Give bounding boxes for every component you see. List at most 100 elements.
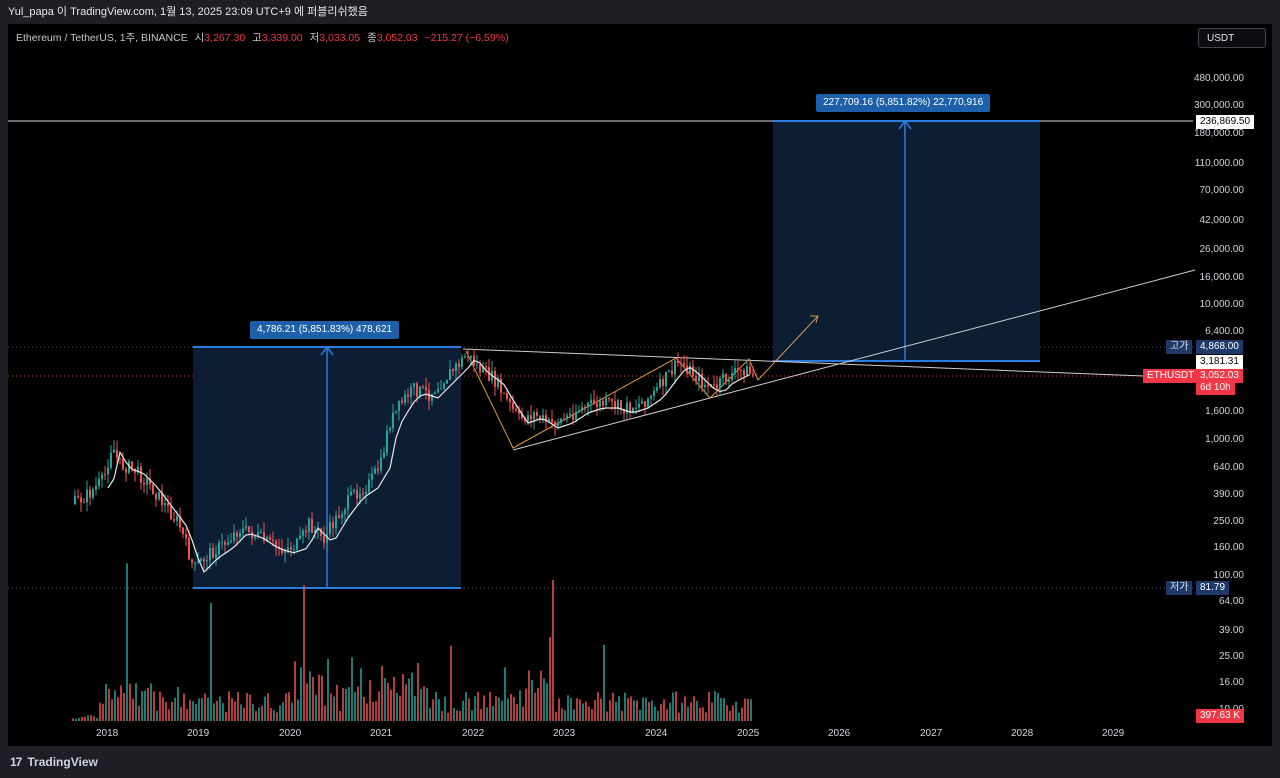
candle-body [608,398,610,400]
volume-bar [483,695,485,721]
moving-average-line [107,359,751,574]
candle-body [677,360,679,363]
volume-bar [423,686,425,721]
right-measure-label[interactable]: 227,709.16 (5,851.82%) 22,770,916 [816,94,991,112]
volume-bar [198,698,200,721]
candle-body [458,363,460,367]
candle-body [554,421,556,426]
publish-caption-bar: Yul_papa 이 TradingView.com, 1월 13, 2025 … [0,0,1280,24]
candle-body [173,519,175,521]
volume-bar [723,698,725,721]
price-axis-tick: 480,000.00 [1193,73,1244,84]
volume-bar [261,705,263,721]
volume-bar [462,700,464,721]
volume-bar [555,711,557,721]
candle-body [290,547,292,550]
candle-body [137,466,139,473]
volume-bar [651,700,653,721]
candle-body [128,461,130,473]
volume-bar [96,718,98,721]
candle-body [434,392,436,394]
candle-body [350,491,352,496]
candle-body [482,366,484,373]
volume-bar [318,674,320,721]
candle-body [422,386,424,388]
tradingview-brand[interactable]: 17 TradingView [10,755,98,769]
volume-bar [210,602,212,721]
volume-bar [399,695,401,721]
candle-body [542,415,544,420]
candle-body [284,550,286,553]
change-value: −215.27 (−6.59%) [424,32,509,44]
candle-body [77,496,79,498]
candle-body [443,383,445,389]
candle-body [110,452,112,468]
left-measure-arrowhead [320,345,334,356]
volume-bar [642,697,644,721]
candle-body [596,403,598,407]
volume-bar [249,694,251,721]
volume-bar [474,696,476,721]
volume-bar [132,698,134,721]
volume-bar [105,684,107,721]
price-chart-svg[interactable] [8,24,1272,746]
volume-bar [657,710,659,721]
candle-body [239,533,241,537]
chart-frame[interactable]: Ethereum / TetherUS, 1주, BINANCE 시3,267.… [8,24,1272,746]
candle-body [176,516,178,521]
candle-body [320,528,322,536]
candle-body [464,356,466,358]
candle-body [92,489,94,498]
volume-bar [240,704,242,721]
volume-bar [705,712,707,721]
volume-bar [351,657,353,721]
candle-body [314,529,316,534]
price-axis-tick: 640.00 [1213,462,1244,473]
candle-body [509,398,511,403]
time-axis-tick: 2024 [645,728,668,739]
volume-bar [93,716,95,721]
volume-bar [90,715,92,721]
volume-bar [237,691,239,721]
volume-bar [207,697,209,721]
candle-body [641,401,643,404]
volume-bar [432,699,434,721]
volume-bar [603,644,605,721]
volume-bar [345,688,347,721]
volume-bar [693,696,695,721]
candle-body [728,380,730,382]
volume-bar [738,712,740,721]
time-axis-tick: 2028 [1011,728,1034,739]
volume-bar [84,716,86,721]
candle-body [293,549,295,551]
low-value-tag: 81.79 [1196,581,1230,595]
candle-body [344,509,346,515]
volume-bar [162,697,164,721]
candle-body [254,535,256,538]
volume-bar [117,697,119,721]
volume-bar [501,700,503,721]
volume-bar [528,670,530,721]
symbol-title[interactable]: Ethereum / TetherUS, 1주, BINANCE [16,32,188,44]
volume-bar [627,698,629,721]
left-measure-label[interactable]: 4,786.21 (5,851.83%) 478,621 [250,321,400,339]
candle-body [98,478,100,486]
volume-bar [360,668,362,721]
volume-bar [141,691,143,721]
volume-bar [306,683,308,721]
candle-body [557,423,559,426]
candle-body [200,559,202,562]
candle-body [479,364,481,373]
volume-bar [252,703,254,721]
currency-button[interactable]: USDT [1198,28,1266,48]
candle-body [164,503,166,506]
volume-bar [411,672,413,721]
volume-bar [123,692,125,721]
volume-bar [291,702,293,721]
candle-body [182,527,184,535]
candle-body [662,379,664,387]
candle-body [362,493,364,495]
volume-bar [177,686,179,721]
candle-body [131,461,133,469]
price-axis-tick: 390.00 [1213,489,1244,500]
